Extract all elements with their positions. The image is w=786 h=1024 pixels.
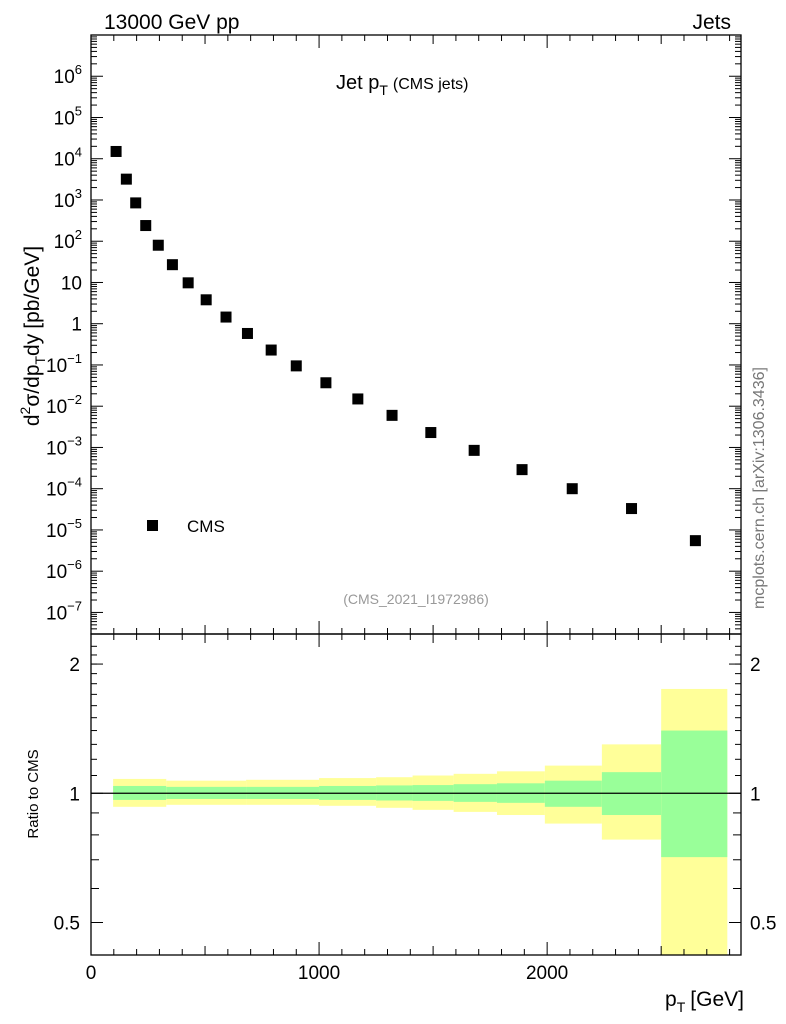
y-tick-label: 10−6 [46, 557, 82, 583]
data-point [689, 535, 701, 547]
y-tick-label-base: 10 [54, 232, 75, 253]
data-point [516, 464, 528, 476]
ratio-frame [90, 633, 742, 956]
y-tick-label: 10−5 [46, 516, 82, 542]
y-tick-label-base: 10 [46, 397, 67, 418]
main-frame [90, 34, 742, 635]
y-tick-label: 10−2 [46, 392, 82, 418]
y-tick-label: 10−4 [46, 475, 82, 501]
data-point [626, 503, 638, 515]
y-tick-label: 106 [54, 62, 82, 88]
data-point [320, 377, 332, 389]
ratio-bands [113, 688, 728, 955]
y-tick-label: 102 [54, 227, 82, 253]
y-tick-label: 10−3 [46, 433, 82, 459]
y-tick-label-base: 10 [54, 191, 75, 212]
y-tick-label-base: 1 [71, 315, 82, 336]
y-tick-label-exponent: −2 [67, 392, 82, 407]
x-tick-label: 1000 [298, 963, 340, 984]
ratio-y-ticks [91, 645, 741, 923]
ratio-y-tick-label-right: 1 [750, 784, 761, 805]
y-tick-label-exponent: −5 [67, 516, 82, 531]
data-point [120, 173, 132, 185]
y-tick-label-exponent: −7 [67, 598, 82, 613]
y-tick-label-base: 10 [46, 562, 67, 583]
data-point [468, 444, 480, 456]
y-tick-label-base: 10 [54, 150, 75, 171]
ratio-y-tick-label-left: 1 [69, 784, 80, 805]
ratio-y-tick-label-left: 2 [69, 655, 80, 676]
ratio-y-axis-label: Ratio to CMS [25, 749, 42, 838]
analysis-watermark: (CMS_2021_I1972986) [343, 591, 489, 607]
data-point [241, 327, 253, 339]
header-right: Jets [692, 11, 731, 34]
ratio-y-tick-label-right: 2 [750, 655, 761, 676]
data-point [220, 311, 232, 323]
data-point [265, 344, 277, 356]
data-point [166, 259, 178, 271]
y-tick-label-exponent: 4 [75, 145, 82, 160]
y-tick-label-exponent: 3 [75, 186, 82, 201]
plot-title: Jet pT (CMS jets) [336, 72, 468, 98]
data-point [152, 239, 164, 251]
ratio-y-tick-label-left: 0.5 [54, 913, 80, 934]
y-tick-label-exponent: −1 [67, 351, 82, 366]
y-tick-label-exponent: −6 [67, 557, 82, 572]
x-tick-label: 0 [86, 963, 97, 984]
y-tick-label-base: 10 [54, 67, 75, 88]
y-tick-label-base: 10 [46, 480, 67, 501]
y-tick-label: 1 [71, 315, 82, 336]
data-point [425, 427, 437, 439]
y-tick-label-base: 10 [54, 108, 75, 129]
side-label: mcplots.cern.ch [arXiv:1306.3436] [751, 367, 768, 609]
data-point [352, 393, 364, 405]
y-tick-label: 104 [54, 145, 82, 171]
data-point [130, 197, 142, 209]
data-point [566, 483, 578, 495]
data-point [290, 360, 302, 372]
ratio-x-ticks [90, 634, 731, 955]
x-tick-label: 2000 [526, 963, 568, 984]
y-tick-label-base: 10 [46, 603, 67, 624]
ratio-y-tick-labels: 0.5 0.5 1 1 2 2 [54, 655, 777, 934]
y-tick-label: 10 [61, 273, 82, 294]
data-point [140, 220, 152, 232]
data-point [182, 277, 194, 289]
main-y-axis-label: d2σ/dpTdy[pb/GeV] [17, 246, 48, 426]
data-point [110, 145, 122, 157]
y-tick-label: 10−1 [46, 351, 82, 377]
y-tick-label-exponent: −4 [67, 475, 82, 490]
y-tick-label-base: 10 [46, 438, 67, 459]
y-tick-label-exponent: 2 [75, 227, 82, 242]
x-axis-label: pT [GeV] [665, 988, 744, 1015]
y-tick-label-exponent: −3 [67, 433, 82, 448]
y-tick-label-exponent: 6 [75, 62, 82, 77]
main-y-tick-labels: 10610510410310210110−110−210−310−410−510… [46, 62, 82, 624]
cms-data-points [110, 145, 701, 547]
y-tick-label-base: 10 [46, 521, 67, 542]
legend-marker [147, 520, 158, 531]
y-tick-label-base: 10 [46, 356, 67, 377]
y-tick-label: 105 [54, 103, 82, 129]
main-y-ticks [91, 34, 741, 635]
legend-label: CMS [187, 517, 225, 536]
data-point [386, 409, 398, 421]
ratio-panel: 0.5 0.5 1 1 2 2 0 1000 2000 Ratio to CMS pT [GeV… [25, 633, 777, 1015]
data-point [200, 294, 212, 306]
header-left: 13000 GeV pp [104, 11, 239, 34]
main-x-ticks [90, 35, 731, 634]
y-tick-label-base: 10 [61, 273, 82, 294]
x-tick-labels: 0 1000 2000 [86, 963, 569, 984]
y-tick-label-exponent: 5 [75, 103, 82, 118]
y-tick-label: 10−7 [46, 598, 82, 624]
main-panel: 10610510410310210110−110−210−310−410−510… [17, 34, 742, 635]
y-tick-label: 103 [54, 186, 82, 212]
ratio-y-tick-label-right: 0.5 [750, 913, 776, 934]
